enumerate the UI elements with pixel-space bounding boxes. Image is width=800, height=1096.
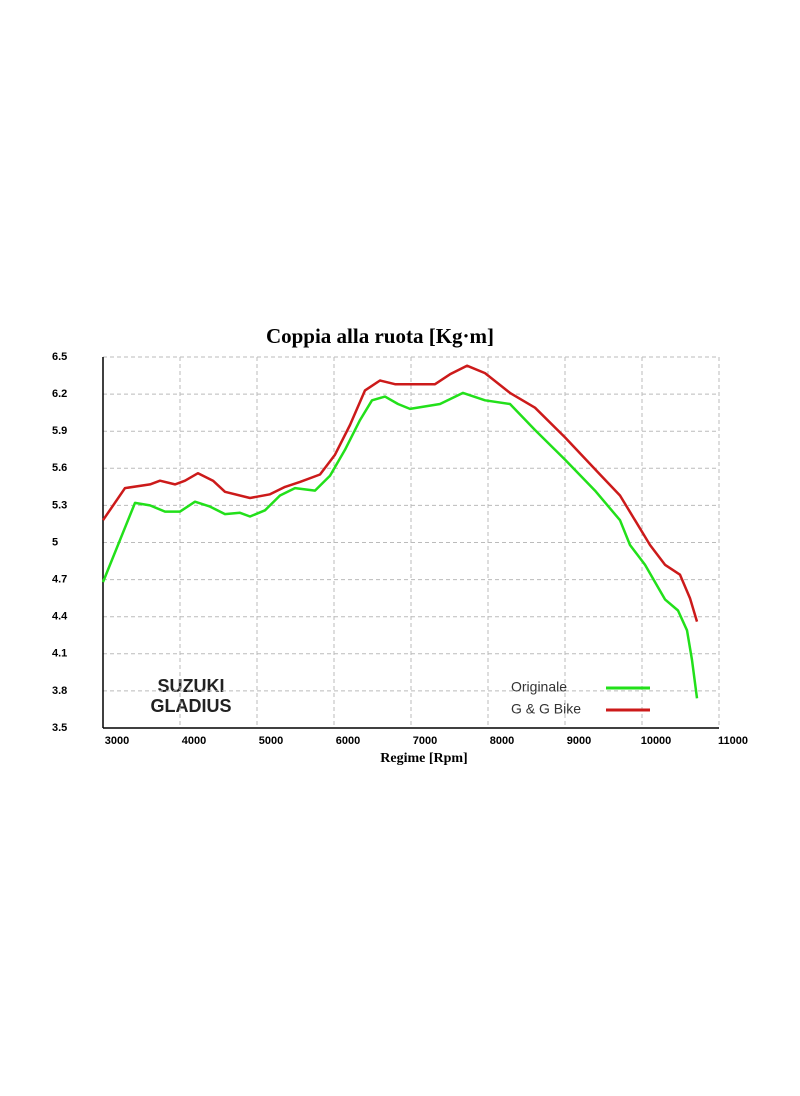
annotation: SUZUKI xyxy=(158,676,225,696)
x-tick-label: 11000 xyxy=(718,735,748,747)
annotation: GLADIUS xyxy=(151,696,232,716)
x-tick-label: 8000 xyxy=(490,735,514,747)
line-series xyxy=(101,391,699,699)
legend-label: G & G Bike xyxy=(511,701,581,717)
y-tick-label: 3.5 xyxy=(52,722,67,734)
x-axis-label: Regime [Rpm] xyxy=(380,751,467,766)
y-tick-label: 5.3 xyxy=(52,499,67,511)
x-tick-label: 7000 xyxy=(413,735,437,747)
line-series xyxy=(101,364,699,622)
y-tick-label: 4.1 xyxy=(52,648,67,660)
y-tick-label: 5 xyxy=(52,536,58,548)
x-tick-label: 10000 xyxy=(641,735,672,747)
y-tick-label: 5.9 xyxy=(52,425,67,437)
legend-label: Originale xyxy=(511,679,567,695)
y-tick-label: 4.4 xyxy=(52,611,68,623)
y-tick-label: 4.7 xyxy=(52,574,67,586)
x-tick-label: 4000 xyxy=(182,735,206,747)
y-tick-label: 6.5 xyxy=(52,351,67,363)
x-tick-label: 6000 xyxy=(336,735,360,747)
y-tick-label: 5.6 xyxy=(52,462,67,474)
x-tick-label: 9000 xyxy=(567,735,591,747)
y-tick-label: 3.8 xyxy=(52,685,67,697)
chart-title: Coppia alla ruota [Kg·m] xyxy=(266,324,494,348)
x-tick-label: 5000 xyxy=(259,735,283,747)
x-tick-label: 3000 xyxy=(105,735,129,747)
y-tick-label: 6.2 xyxy=(52,388,67,400)
